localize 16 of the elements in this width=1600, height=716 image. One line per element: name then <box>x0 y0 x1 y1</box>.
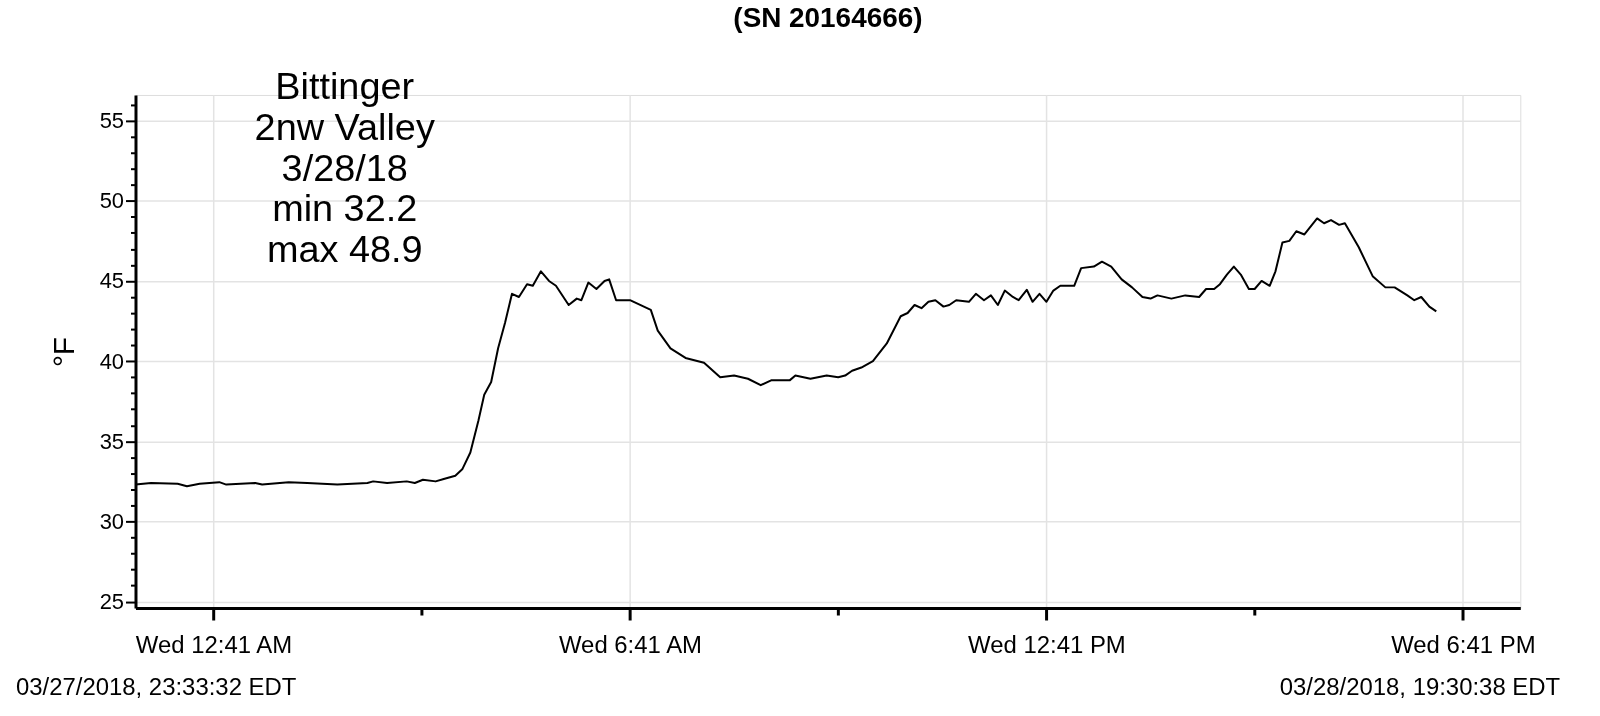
y-tick-label: 50 <box>99 188 125 214</box>
y-tick-label: 45 <box>99 268 125 294</box>
x-tick-label: Wed 6:41 PM <box>1391 631 1536 659</box>
y-tick-label: 30 <box>99 508 125 534</box>
text: 03/27/2018, 23:33:32 EDT <box>15 672 297 700</box>
y-tick-label: 25 <box>99 589 125 615</box>
y-tick-label: 35 <box>99 428 125 454</box>
x-tick-label: Wed 6:41 AM <box>558 631 703 659</box>
annotation: Bittinger 2nw Valley 3/28/18 min 32.2 max 48.9 <box>254 64 435 271</box>
y-tick-label: 55 <box>99 108 125 134</box>
text: 03/28/2018, 19:30:38 EDT <box>1279 672 1561 700</box>
x-tick-label: Wed 12:41 PM <box>968 631 1126 659</box>
y-axis-title: °F <box>46 336 80 368</box>
y-tick-label: 40 <box>99 348 125 374</box>
chart-title: (SN 20164666) <box>733 2 923 34</box>
x-tick-label: Wed 12:41 AM <box>135 631 293 659</box>
